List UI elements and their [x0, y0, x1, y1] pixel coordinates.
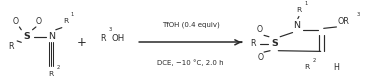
Text: 2: 2	[312, 58, 316, 63]
Text: O: O	[12, 17, 19, 26]
Text: N: N	[48, 32, 55, 41]
Text: R: R	[250, 39, 256, 48]
Text: O: O	[257, 25, 263, 34]
Text: DCE, −10 °C, 2.0 h: DCE, −10 °C, 2.0 h	[157, 59, 224, 66]
Text: 2: 2	[56, 65, 60, 70]
Text: H: H	[333, 63, 339, 72]
Text: 1: 1	[71, 12, 74, 17]
Text: S: S	[271, 39, 278, 48]
Text: O: O	[257, 53, 263, 62]
Text: OR: OR	[337, 17, 349, 26]
Text: +: +	[77, 36, 87, 49]
Text: 3: 3	[108, 27, 112, 32]
Text: R: R	[305, 64, 310, 70]
Text: TfOH (0.4 equiv): TfOH (0.4 equiv)	[162, 21, 219, 28]
Text: O: O	[36, 17, 42, 26]
Text: OH: OH	[112, 34, 125, 43]
Text: R: R	[48, 71, 53, 77]
Text: R: R	[63, 18, 68, 24]
Text: N: N	[294, 21, 301, 30]
Text: 1: 1	[304, 1, 307, 6]
Text: 3: 3	[356, 12, 360, 17]
Text: R: R	[296, 7, 302, 13]
Text: S: S	[23, 32, 30, 41]
Text: R: R	[101, 34, 106, 43]
Text: R: R	[8, 42, 14, 51]
